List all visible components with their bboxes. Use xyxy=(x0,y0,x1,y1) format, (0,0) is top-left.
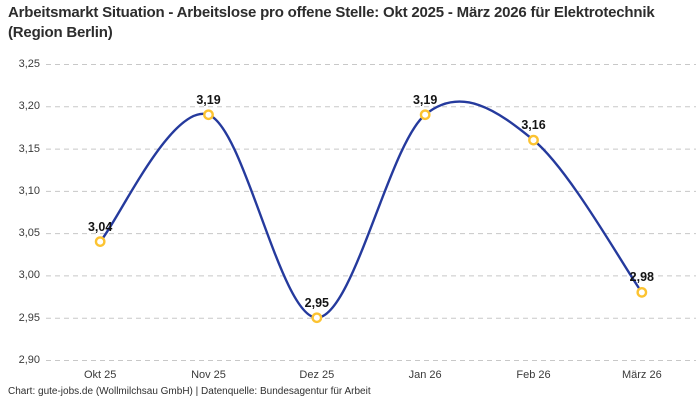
y-tick-label: 3,15 xyxy=(18,142,40,155)
x-tick-label: Okt 25 xyxy=(83,369,117,381)
data-point-value-label: 2,98 xyxy=(629,270,654,285)
data-point-value-label: 2,95 xyxy=(304,295,329,310)
chart-attribution: Chart: gute-jobs.de (Wollmilchsau GmbH) … xyxy=(8,386,371,397)
line-chart-plot-area xyxy=(46,64,696,361)
y-tick-label: 2,95 xyxy=(18,311,40,324)
data-point-marker xyxy=(419,109,431,121)
data-point-value-label: 3,04 xyxy=(87,219,113,234)
x-tick-label: Dez 25 xyxy=(299,369,335,381)
x-tick-label: Nov 25 xyxy=(191,369,226,381)
data-point-marker xyxy=(528,134,539,146)
data-point-marker xyxy=(636,286,648,298)
data-point-value-label: 3,19 xyxy=(412,92,438,107)
y-tick-label: 3,20 xyxy=(18,100,40,113)
x-tick-label: Jan 26 xyxy=(408,369,442,381)
x-tick-label: März 26 xyxy=(621,369,662,381)
data-point-marker xyxy=(203,109,214,121)
data-point-value-label: 3,19 xyxy=(196,92,221,107)
data-point-marker xyxy=(94,236,106,248)
y-tick-label: 3,00 xyxy=(18,269,40,282)
y-tick-label: 3,05 xyxy=(18,227,40,240)
y-tick-label: 3,10 xyxy=(18,184,40,197)
chart-title: Arbeitsmarkt Situation - Arbeitslose pro… xyxy=(8,4,655,41)
x-tick-label: Feb 26 xyxy=(516,369,551,381)
y-tick-label: 3,25 xyxy=(18,58,40,70)
data-point-marker xyxy=(311,312,323,324)
y-tick-label: 2,90 xyxy=(18,354,40,366)
data-point-value-label: 3,16 xyxy=(521,118,546,133)
data-series-line xyxy=(99,100,643,319)
